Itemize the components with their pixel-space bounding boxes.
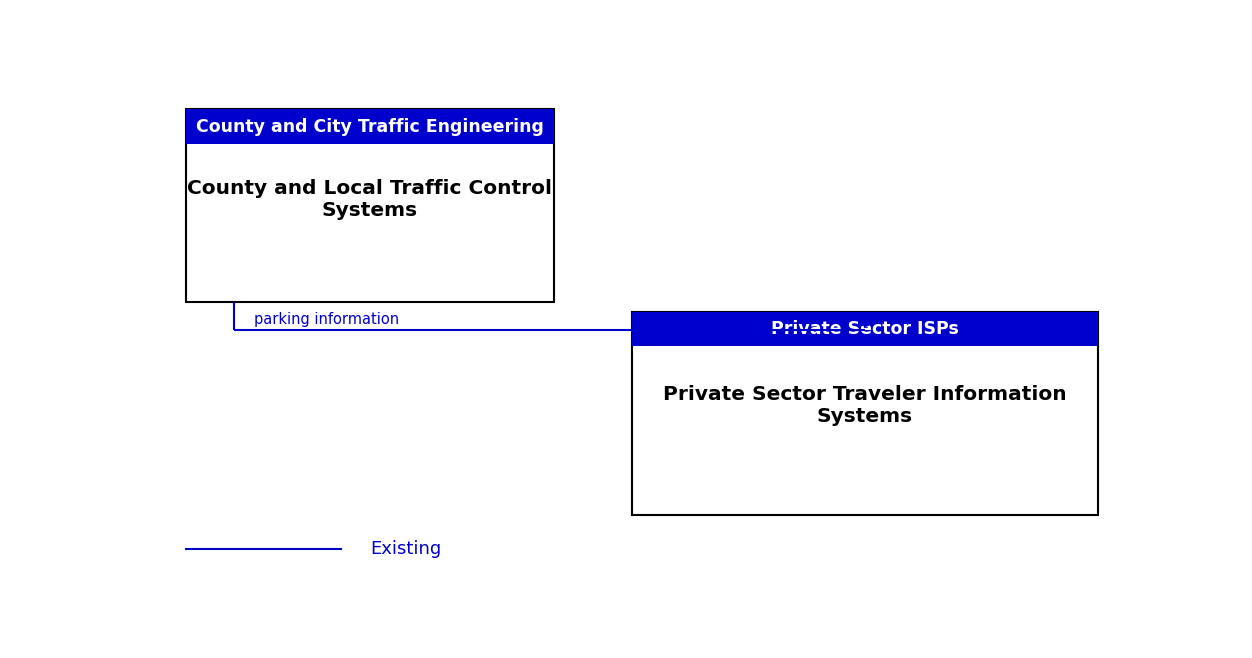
Text: County and Local Traffic Control
Systems: County and Local Traffic Control Systems (188, 178, 552, 220)
Bar (185, 109, 555, 302)
Bar (185, 109, 555, 144)
Bar (632, 312, 1098, 347)
Text: Private Sector Traveler Information
Systems: Private Sector Traveler Information Syst… (664, 385, 1067, 426)
Text: Existing: Existing (371, 540, 441, 558)
Text: Private Sector ISPs: Private Sector ISPs (771, 320, 959, 338)
Text: parking information: parking information (253, 313, 398, 327)
Text: County and City Traffic Engineering: County and City Traffic Engineering (197, 118, 543, 136)
Bar (632, 312, 1098, 515)
